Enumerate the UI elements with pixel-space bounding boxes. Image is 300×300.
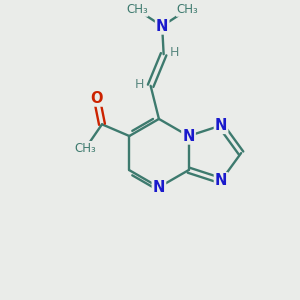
Text: H: H (170, 46, 180, 59)
Text: N: N (156, 19, 168, 34)
Text: CH₃: CH₃ (176, 3, 198, 16)
Text: N: N (182, 128, 195, 143)
Text: H: H (135, 78, 144, 91)
Text: CH₃: CH₃ (75, 142, 97, 154)
Text: O: O (91, 91, 103, 106)
Text: N: N (215, 173, 227, 188)
Text: N: N (153, 180, 165, 195)
Text: CH₃: CH₃ (126, 3, 148, 16)
Text: N: N (215, 118, 227, 133)
